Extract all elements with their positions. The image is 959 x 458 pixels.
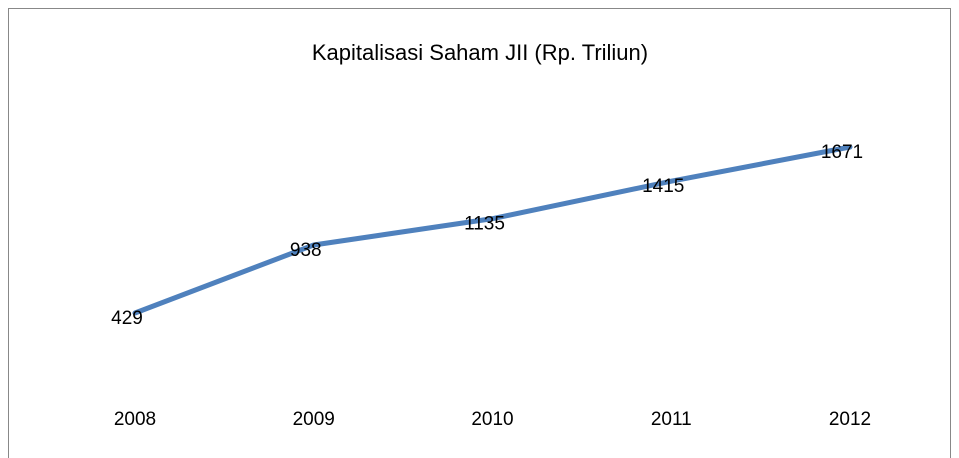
data-label: 1671	[821, 142, 863, 163]
chart-title: Kapitalisasi Saham JII (Rp. Triliun)	[312, 40, 648, 65]
x-tick-label: 2011	[651, 409, 692, 430]
x-tick-label: 2009	[293, 409, 335, 430]
data-label: 1135	[464, 214, 505, 235]
chart-frame	[8, 8, 951, 458]
data-label: 1415	[642, 176, 684, 197]
x-tick-label: 2012	[829, 409, 871, 430]
line	[132, 144, 853, 316]
data-label: 938	[290, 240, 322, 261]
x-tick-label: 2010	[471, 409, 513, 430]
data-label: 429	[111, 308, 143, 329]
x-tick-label: 2008	[114, 409, 156, 430]
